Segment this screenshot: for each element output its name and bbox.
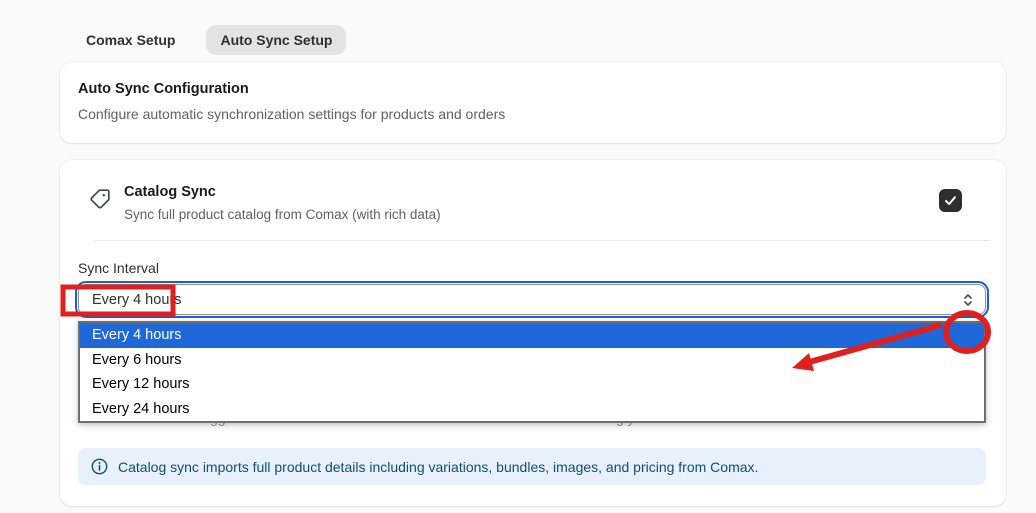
select-value: Every 4 hours	[92, 291, 182, 308]
obscured-text-fragment: g y	[616, 422, 635, 427]
section-title: Catalog Sync	[124, 184, 216, 200]
obscured-text-fragment: gg	[210, 422, 226, 427]
option-every-24-hours[interactable]: Every 24 hours	[92, 400, 190, 417]
option-every-12-hours[interactable]: Every 12 hours	[92, 376, 190, 393]
info-icon	[91, 458, 108, 475]
divider	[94, 240, 990, 241]
catalog-sync-card: Catalog Sync Sync full product catalog f…	[60, 160, 1006, 506]
info-banner-text: Catalog sync imports full product detail…	[118, 458, 759, 475]
tab-comax-setup[interactable]: Comax Setup	[72, 25, 189, 55]
sync-interval-dropdown: Every 4 hours Every 6 hours Every 12 hou…	[78, 321, 986, 423]
sync-interval-select[interactable]: Every 4 hours	[75, 281, 989, 318]
catalog-sync-header: Catalog Sync Sync full product catalog f…	[78, 184, 988, 222]
setup-tabs: Comax Setup Auto Sync Setup	[72, 25, 1036, 55]
card-title: Auto Sync Configuration	[78, 81, 249, 97]
section-subtitle: Sync full product catalog from Comax (wi…	[124, 207, 441, 222]
sync-interval-select-wrap: Every 4 hours Every 4 hours Every 6 hour…	[75, 281, 989, 423]
catalog-sync-info-banner: Catalog sync imports full product detail…	[78, 448, 986, 485]
option-every-6-hours[interactable]: Every 6 hours	[92, 351, 182, 368]
checkmark-icon	[945, 196, 956, 205]
option-every-4-hours[interactable]: Every 4 hours	[80, 323, 984, 348]
catalog-sync-checkbox[interactable]	[939, 189, 962, 212]
sync-interval-label: Sync Interval	[78, 260, 159, 276]
card-subtitle: Configure automatic synchronization sett…	[78, 106, 506, 122]
tab-auto-sync-setup[interactable]: Auto Sync Setup	[206, 25, 347, 55]
tag-icon	[90, 189, 110, 209]
chevron-updown-icon	[962, 291, 974, 309]
auto-sync-configuration-card: Auto Sync Configuration Configure automa…	[60, 62, 1006, 143]
